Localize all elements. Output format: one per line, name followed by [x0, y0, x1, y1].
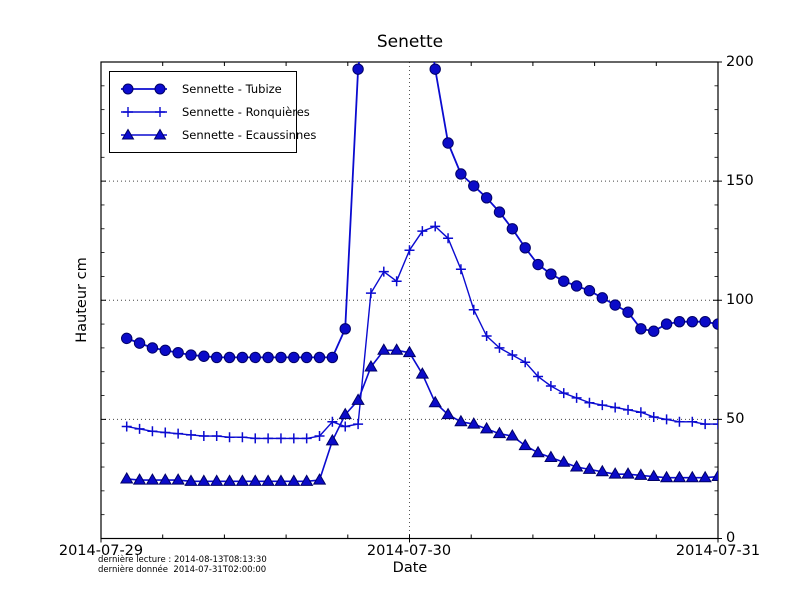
legend-label-ronquieres: Sennette - Ronquières	[182, 105, 310, 119]
y-tick-200: 200	[726, 54, 754, 70]
legend-item-ronquieres: Sennette - Ronquières	[118, 101, 310, 124]
x-axis-label: Date	[392, 560, 428, 576]
x-tick-2014-07-29: 2014-07-29	[58, 543, 144, 559]
triangle-marker-icon	[121, 128, 167, 140]
y-tick-50: 50	[726, 411, 745, 427]
circle-marker-icon	[121, 83, 167, 95]
y-tick-0: 0	[726, 530, 736, 546]
legend-box: Sennette - Tubize Sennette - Ronquières …	[109, 71, 316, 153]
y-axis-label: Hauteur cm	[74, 257, 90, 343]
y-tick-150: 150	[726, 173, 754, 189]
legend-label-tubize: Sennette - Tubize	[182, 82, 282, 97]
y-tick-100: 100	[726, 292, 754, 308]
footnote-last-reading: dernière lecture : 2014-08-13T08:13:30	[98, 555, 267, 565]
chart-title: Senette	[376, 32, 444, 52]
x-tick-2014-07-31: 2014-07-31	[675, 543, 761, 559]
legend-item-ecaussinnes: Sennette - Ecaussinnes	[118, 123, 316, 146]
legend-label-ecaussinnes: Sennette - Ecaussinnes	[182, 127, 317, 142]
footnote-last-data: dernière donnée 2014-07-31T02:00:00	[98, 565, 267, 575]
legend-item-tubize: Sennette - Tubize	[118, 78, 286, 101]
x-tick-2014-07-30: 2014-07-30	[366, 543, 452, 559]
plus-marker-icon	[121, 107, 167, 117]
